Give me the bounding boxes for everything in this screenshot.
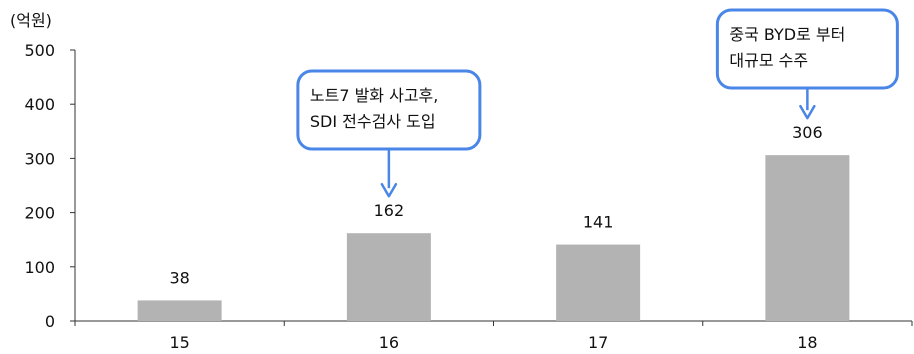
- callout-box: [296, 69, 482, 151]
- callout-16: 노트7 발화 사고후, SDI 전수검사 도입: [296, 69, 482, 198]
- callout-text: 중국 BYD로 부터: [729, 25, 845, 44]
- bar-17: [556, 244, 641, 321]
- bar-value-label: 306: [792, 123, 823, 142]
- x-tick-label: 16: [379, 333, 399, 352]
- bar-18: [765, 155, 850, 321]
- callout-arrow-head: [799, 104, 816, 120]
- bar-16: [346, 233, 431, 321]
- bar-value-label: 141: [583, 213, 614, 232]
- bar-value-label: 38: [169, 268, 189, 287]
- callout-text: 노트7 발화 사고후,: [310, 86, 438, 105]
- x-tick-label: 18: [797, 333, 817, 352]
- callout-text: SDI 전수검사 도입: [310, 112, 436, 131]
- y-tick-label: 300: [24, 149, 55, 168]
- x-tick-label: 15: [169, 333, 189, 352]
- bar-value-label: 162: [374, 201, 405, 220]
- y-tick-label: 0: [45, 312, 55, 331]
- y-axis-unit-label: (억원): [10, 11, 52, 30]
- callout-arrow-head: [380, 182, 398, 198]
- y-tick-label: 200: [24, 204, 55, 223]
- x-tick-label: 17: [588, 333, 608, 352]
- bars: 38 162 141 306: [137, 123, 850, 321]
- y-axis: 0 100 200 300 400 500: [24, 41, 76, 331]
- x-axis: 15 16 17 18: [74, 320, 913, 352]
- callout-text: 대규모 수주: [729, 51, 808, 70]
- y-tick-label: 400: [24, 95, 55, 114]
- y-tick-label: 500: [24, 41, 55, 60]
- bar-15: [137, 300, 222, 321]
- y-tick-label: 100: [24, 258, 55, 277]
- callout-box: [715, 8, 899, 90]
